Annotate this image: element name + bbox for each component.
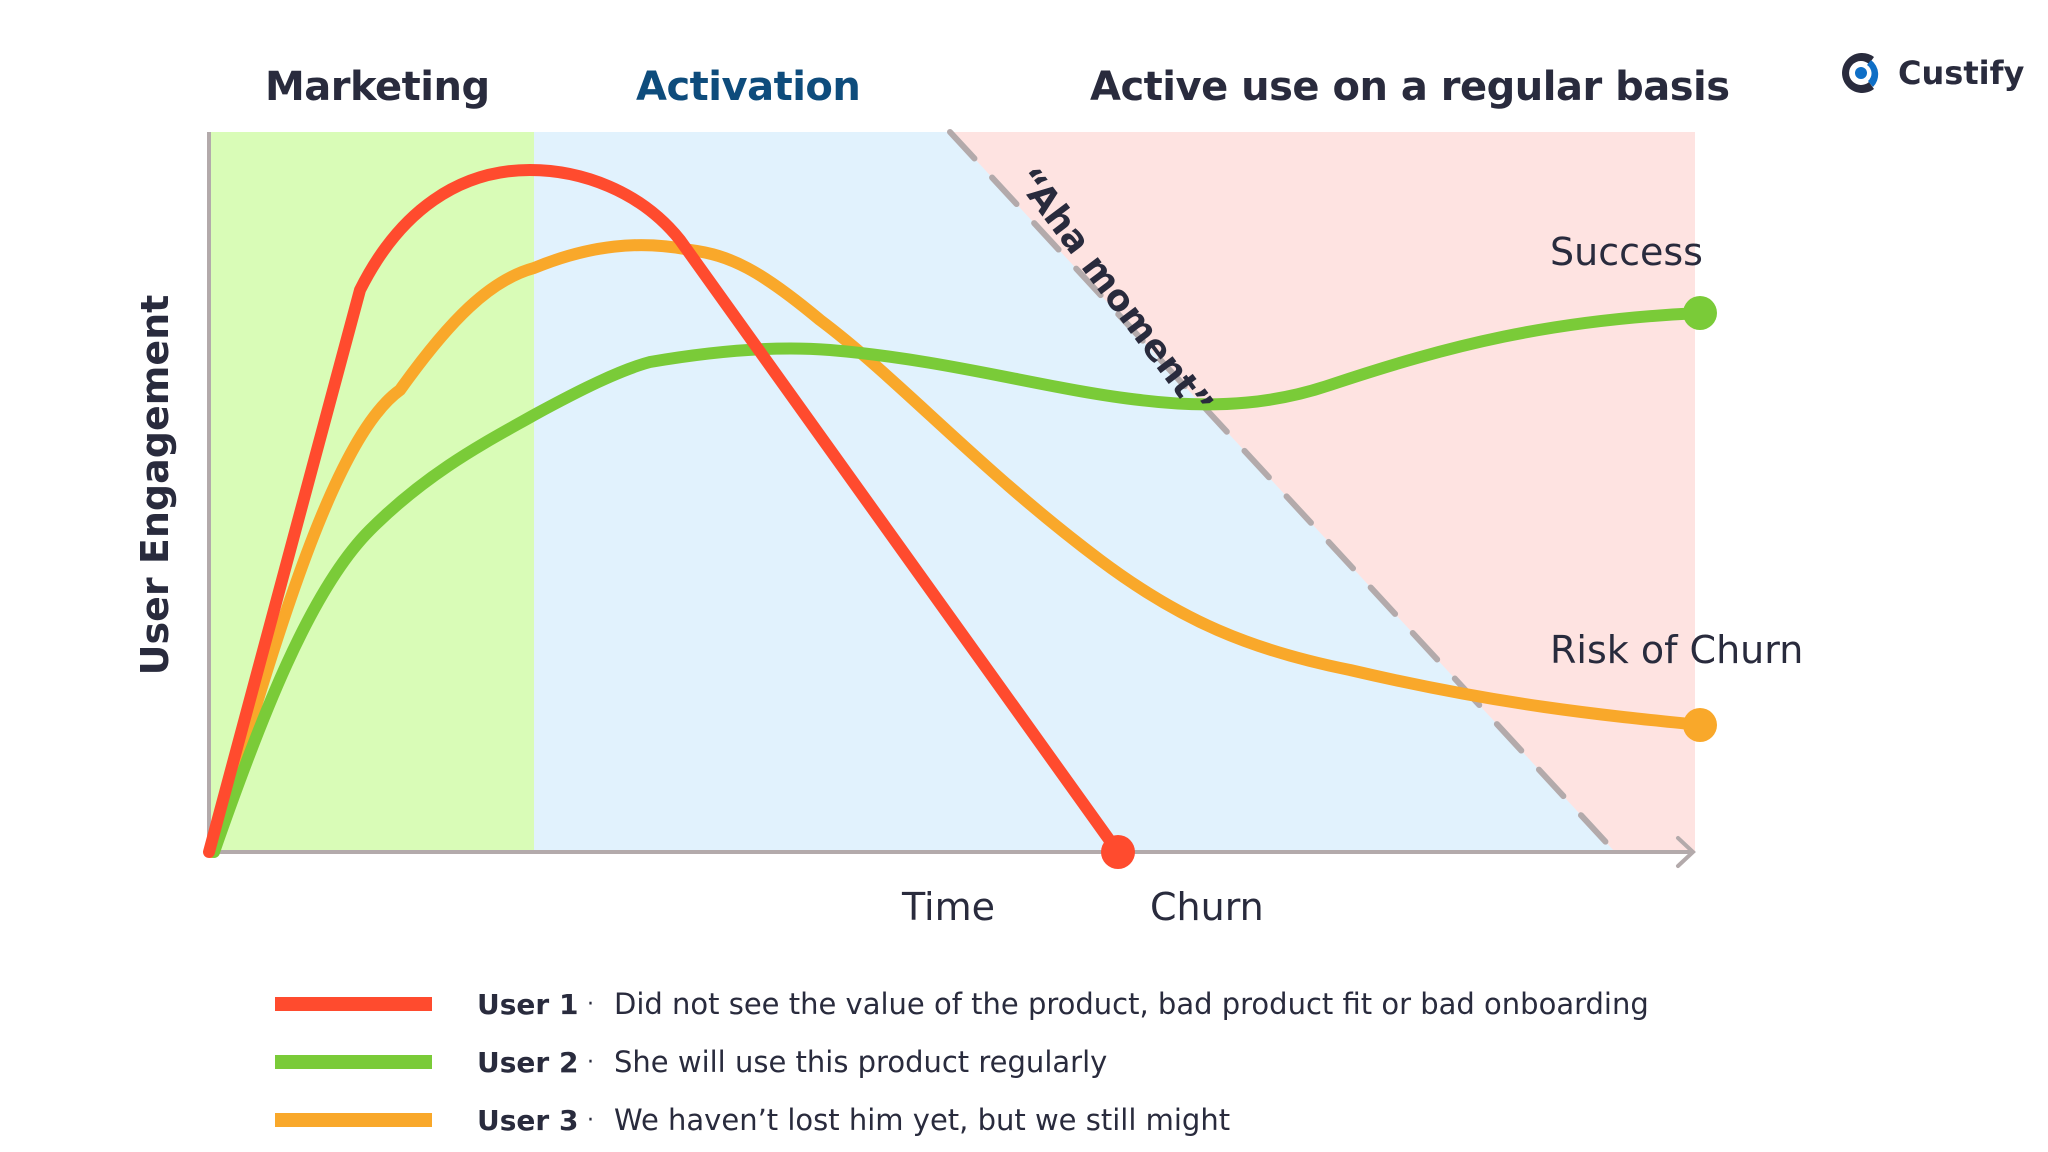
x-axis-label: Time [902, 885, 995, 929]
legend-swatch-user-1 [275, 997, 432, 1011]
bullet-icon: · [587, 1107, 594, 1133]
legend-swatch-user-3 [275, 1113, 432, 1127]
phase-active-use-heading: Active use on a regular basis [1090, 64, 1730, 110]
legend-swatch-user-2 [275, 1055, 432, 1069]
custify-logo-icon [1842, 52, 1879, 93]
legend-name: User 3 [477, 1103, 579, 1137]
chart-legend: User 1 · Did not see the value of the pr… [275, 975, 1649, 1149]
legend-description: Did not see the value of the product, ba… [614, 987, 1649, 1021]
aha-divider [947, 129, 1618, 855]
legend-name: User 2 [477, 1045, 579, 1079]
legend-item-user-1: User 1 · Did not see the value of the pr… [275, 975, 1649, 1033]
legend-item-user-2: User 2 · She will use this product regul… [275, 1033, 1649, 1091]
legend-name: User 1 [477, 987, 579, 1021]
custify-logo-text: Custify [1898, 54, 2025, 92]
legend-description: She will use this product regularly [614, 1045, 1108, 1079]
phase-marketing-heading: Marketing [265, 64, 490, 110]
legend-item-user-3: User 3 · We haven’t lost him yet, but we… [275, 1091, 1649, 1149]
churn-endpoint [1101, 835, 1135, 869]
bullet-icon: · [587, 1049, 594, 1075]
success-endpoint [1683, 296, 1717, 330]
series-user-2 [208, 307, 1706, 858]
risk-of-churn-label: Risk of Churn [1550, 628, 1804, 672]
x-axis-arrow-icon [1676, 836, 1696, 868]
churn-label: Churn [1150, 885, 1264, 929]
custify-logo: Custify [1838, 50, 2024, 96]
series-user-3 [206, 239, 1706, 858]
bullet-icon: · [587, 991, 594, 1017]
legend-description: We haven’t lost him yet, but we still mi… [614, 1103, 1231, 1137]
phase-activation-heading: Activation [636, 64, 861, 110]
series-user-1 [203, 164, 1124, 858]
success-label: Success [1550, 230, 1703, 274]
y-axis-label: User Engagement [133, 294, 177, 676]
active-use-band [950, 132, 1695, 852]
risk-endpoint [1683, 708, 1717, 742]
